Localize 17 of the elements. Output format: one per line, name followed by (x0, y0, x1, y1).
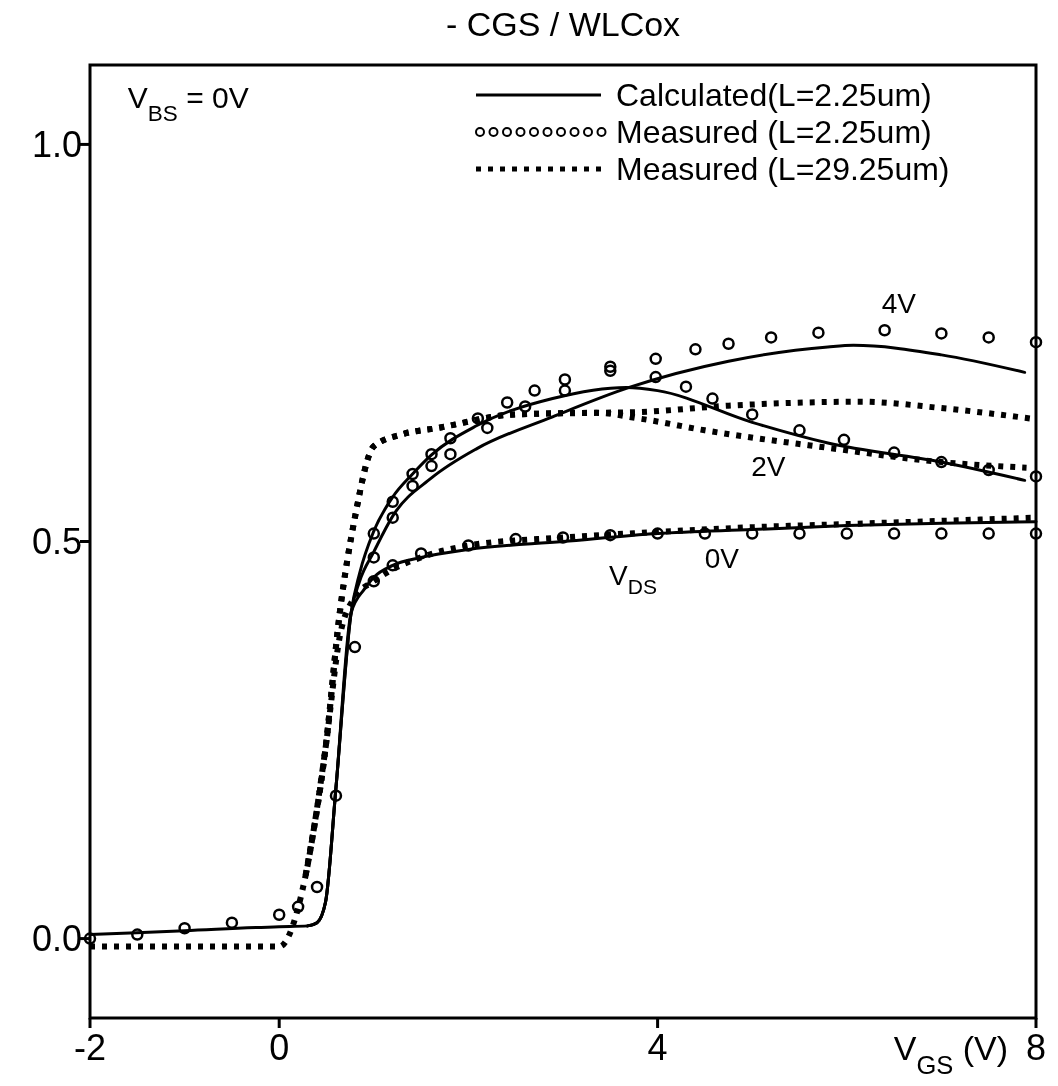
chart-title: - CGS / WLCox (445, 5, 681, 43)
legend-label: Calculated(L=2.25um) (616, 77, 932, 113)
y-tick-label: 0.5 (31, 521, 82, 562)
annotation: V$_{BS}$ = 0V (127, 80, 249, 126)
annotation: V$_{DS}$ (609, 559, 657, 598)
y-tick-label: 0.0 (31, 918, 82, 960)
x-tick-label: -2 (73, 1027, 107, 1068)
annotation: 4V (881, 287, 917, 319)
legend-label: Measured (L=2.25um) (616, 114, 932, 150)
annotation: 2V (751, 450, 786, 482)
y-tick-label: 1.0 (31, 123, 82, 165)
x-tick-label: 0 (269, 1027, 290, 1068)
x-tick-label: 4 (647, 1027, 668, 1068)
x-axis-title: V$_{GS}$ (V) (893, 1029, 1008, 1079)
legend-label: Measured (L=29.25um) (616, 151, 950, 187)
x-tick-label: 8 (1025, 1027, 1047, 1068)
annotation: 0V (704, 542, 740, 574)
